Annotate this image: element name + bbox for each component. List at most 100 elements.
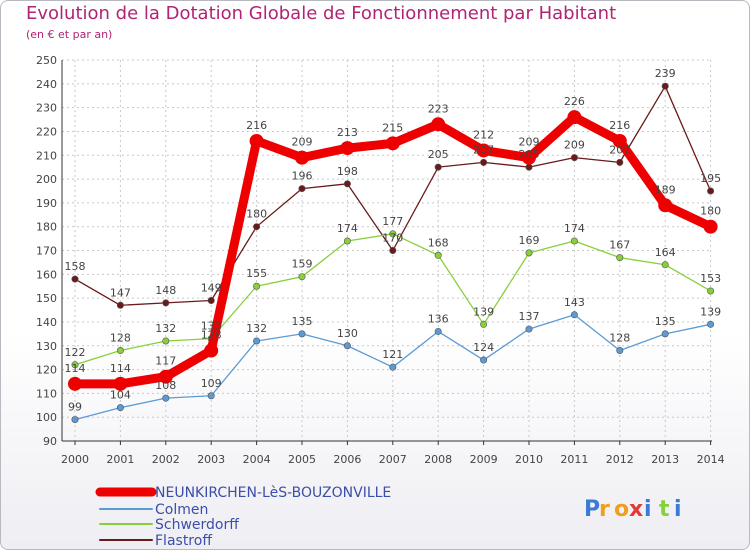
data-label-schwerdorff: 133 xyxy=(201,320,222,333)
data-point-colmen xyxy=(298,330,306,338)
data-point-flastroff xyxy=(480,158,488,166)
x-tick-label: 2008 xyxy=(424,453,452,466)
data-point-neunkirchen-l-s-bouzonville xyxy=(385,136,400,151)
legend: NEUNKIRCHEN-LèS-BOUZONVILLEColmenSchwerd… xyxy=(95,485,391,549)
data-label-colmen: 137 xyxy=(519,310,540,323)
data-label-colmen: 136 xyxy=(428,312,449,325)
logo-letter: r xyxy=(599,497,610,522)
data-point-colmen xyxy=(207,392,215,400)
data-point-flastroff xyxy=(661,82,669,90)
x-tick-label: 2004 xyxy=(243,453,271,466)
data-label-colmen: 139 xyxy=(700,305,721,318)
data-label-schwerdorff: 122 xyxy=(65,346,86,359)
data-label-colmen: 132 xyxy=(246,322,267,335)
legend-label: NEUNKIRCHEN-LèS-BOUZONVILLE xyxy=(155,485,391,501)
logo-letter: i xyxy=(674,497,682,522)
logo-letter: o xyxy=(614,497,629,522)
chart-subtitle: (en € et par an) xyxy=(26,28,113,41)
data-point-colmen xyxy=(616,347,624,355)
data-point-colmen xyxy=(343,342,351,350)
y-tick-label: 190 xyxy=(36,197,57,210)
x-tick-label: 2013 xyxy=(651,453,679,466)
data-point-schwerdorff xyxy=(525,249,533,257)
data-label-schwerdorff: 174 xyxy=(564,222,585,235)
data-label-schwerdorff: 174 xyxy=(337,222,358,235)
data-label-colmen: 135 xyxy=(292,315,313,328)
data-point-colmen xyxy=(525,325,533,333)
data-label-flastroff: 209 xyxy=(564,139,585,152)
data-point-flastroff xyxy=(207,297,215,305)
data-point-colmen xyxy=(253,337,261,345)
y-tick-label: 240 xyxy=(36,78,57,91)
data-point-schwerdorff xyxy=(343,237,351,245)
data-point-neunkirchen-l-s-bouzonville xyxy=(431,117,446,132)
data-point-schwerdorff xyxy=(162,337,170,345)
data-label-flastroff: 198 xyxy=(337,165,358,178)
data-point-schwerdorff xyxy=(616,254,624,262)
x-tick-label: 2003 xyxy=(197,453,225,466)
data-label-schwerdorff: 159 xyxy=(292,258,313,271)
data-point-colmen xyxy=(570,311,578,319)
x-tick-label: 2006 xyxy=(333,453,361,466)
y-tick-label: 140 xyxy=(36,316,57,329)
data-point-neunkirchen-l-s-bouzonville xyxy=(295,150,309,165)
data-point-flastroff xyxy=(116,301,124,309)
data-point-neunkirchen-l-s-bouzonville xyxy=(476,143,491,158)
data-point-colmen xyxy=(434,327,442,335)
data-point-neunkirchen-l-s-bouzonville xyxy=(658,198,673,213)
data-point-neunkirchen-l-s-bouzonville xyxy=(340,141,355,156)
data-label-flastroff: 195 xyxy=(700,172,721,185)
data-point-flastroff xyxy=(707,187,715,195)
data-label-colmen: 124 xyxy=(473,341,494,354)
data-label-schwerdorff: 164 xyxy=(655,246,676,259)
y-tick-label: 160 xyxy=(36,268,57,281)
logo-letter: x xyxy=(629,497,643,522)
y-tick-label: 220 xyxy=(36,125,57,138)
data-point-flastroff xyxy=(389,247,397,255)
data-point-schwerdorff xyxy=(298,273,306,281)
data-label-flastroff: 205 xyxy=(519,148,540,161)
data-point-colmen xyxy=(661,330,669,338)
data-point-flastroff xyxy=(434,163,442,171)
data-label-neunkirchen-l-s-bouzonville: 114 xyxy=(65,362,86,375)
data-label-schwerdorff: 167 xyxy=(609,239,630,252)
series-layer xyxy=(68,82,718,424)
x-tick-label: 2002 xyxy=(152,453,180,466)
data-label-colmen: 99 xyxy=(68,401,82,414)
data-label-neunkirchen-l-s-bouzonville: 212 xyxy=(473,128,494,141)
data-label-flastroff: 149 xyxy=(201,282,222,295)
y-tick-label: 150 xyxy=(36,292,57,305)
data-label-flastroff: 148 xyxy=(155,284,176,297)
data-label-flastroff: 170 xyxy=(382,232,403,245)
y-tick-label: 200 xyxy=(36,173,57,186)
data-point-schwerdorff xyxy=(661,261,669,269)
data-label-schwerdorff: 139 xyxy=(473,305,494,318)
data-point-neunkirchen-l-s-bouzonville xyxy=(703,219,718,234)
data-point-colmen xyxy=(162,394,170,402)
x-tick-label: 2011 xyxy=(560,453,588,466)
data-label-flastroff: 196 xyxy=(292,170,313,183)
data-label-flastroff: 205 xyxy=(428,148,449,161)
data-point-schwerdorff xyxy=(71,361,79,369)
proxiti-logo: Pr o x i t i xyxy=(584,497,682,522)
axis-layer: 90 100 110 120 130 140 150 160 170 180 190 200 210 22… xyxy=(36,54,725,466)
y-tick-label: 180 xyxy=(36,221,57,234)
data-label-schwerdorff: 155 xyxy=(246,267,267,280)
data-point-flastroff xyxy=(343,180,351,188)
y-tick-label: 120 xyxy=(36,364,57,377)
x-tick-label: 2014 xyxy=(697,453,725,466)
data-label-schwerdorff: 132 xyxy=(155,322,176,335)
data-label-neunkirchen-l-s-bouzonville: 180 xyxy=(700,205,721,218)
y-tick-label: 130 xyxy=(36,340,57,353)
data-point-flastroff xyxy=(71,275,79,283)
x-tick-label: 2012 xyxy=(606,453,634,466)
data-label-neunkirchen-l-s-bouzonville: 128 xyxy=(201,329,222,342)
data-label-neunkirchen-l-s-bouzonville: 209 xyxy=(292,136,313,149)
data-label-colmen: 130 xyxy=(337,327,358,340)
data-label-colmen: 108 xyxy=(155,379,176,392)
data-point-neunkirchen-l-s-bouzonville xyxy=(249,133,264,148)
grid-layer xyxy=(62,59,712,442)
data-point-schwerdorff xyxy=(707,287,715,295)
data-point-flastroff xyxy=(298,185,306,193)
x-tick-label: 2007 xyxy=(379,453,407,466)
